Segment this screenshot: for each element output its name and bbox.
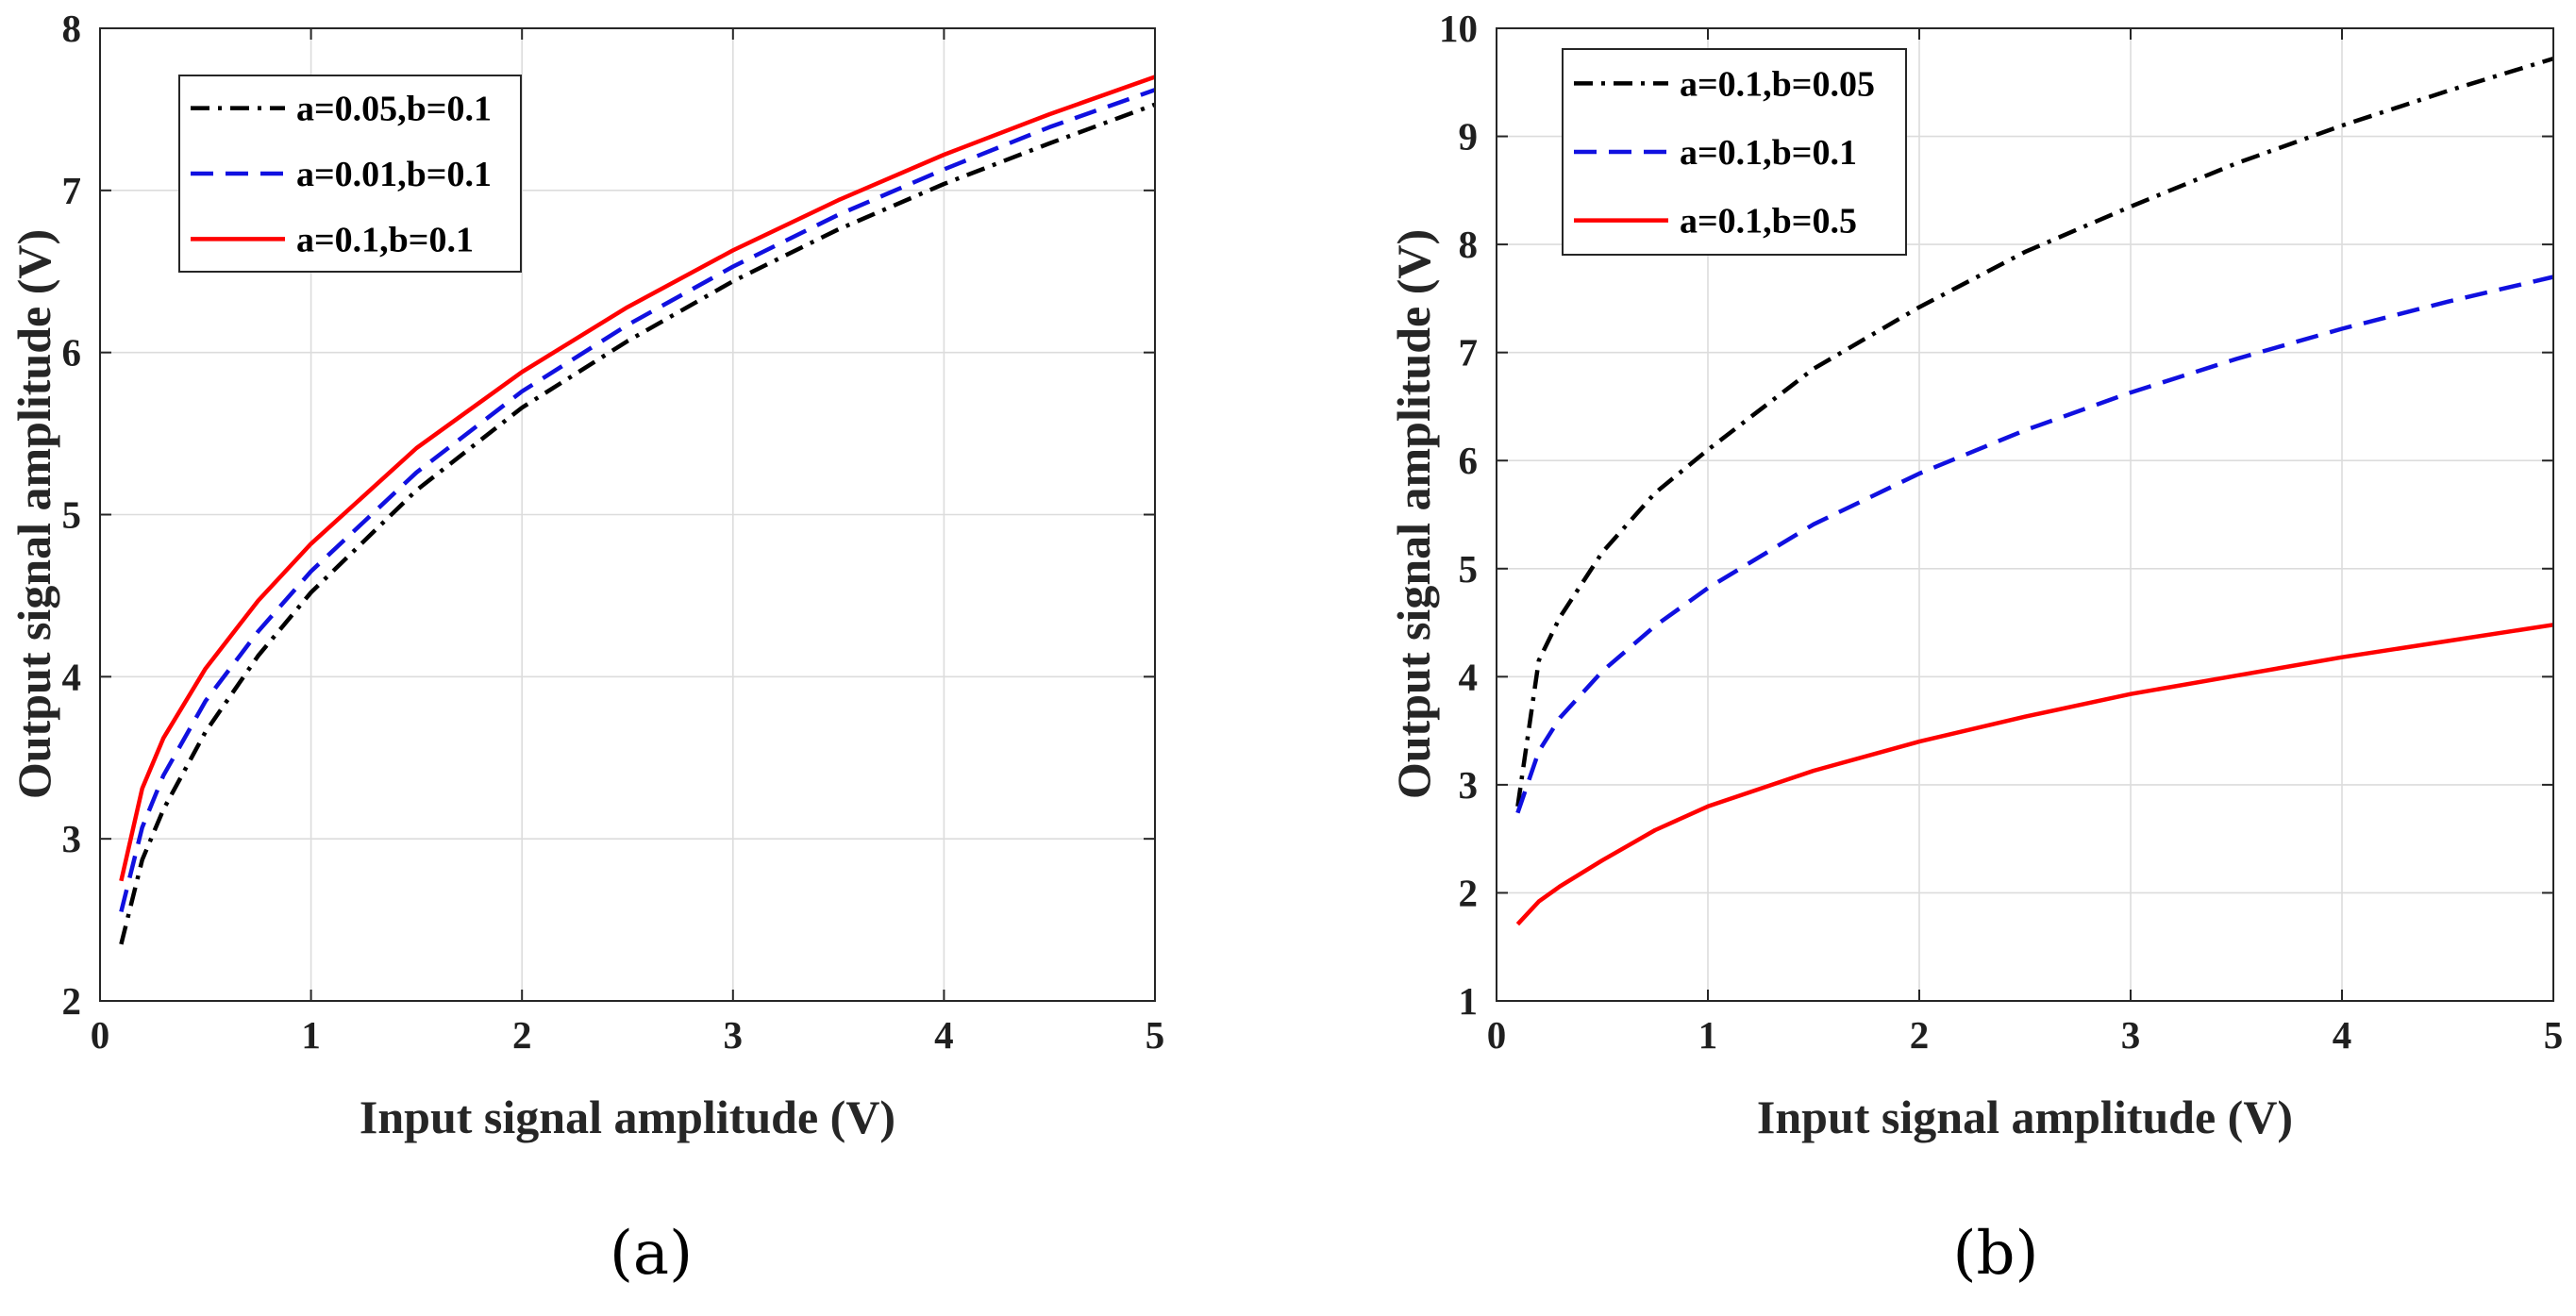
x-tick-label: 2: [512, 1013, 532, 1057]
x-tick-label: 4: [934, 1013, 954, 1057]
legend-label: a=0.1,b=0.1: [1680, 133, 1857, 173]
y-tick-label: 4: [1459, 655, 1479, 698]
y-tick-label: 6: [1459, 439, 1479, 482]
x-tick-label: 4: [2333, 1013, 2352, 1057]
x-axis-label: Input signal amplitude (V): [1757, 1091, 2293, 1143]
series-line-2: [1515, 275, 2554, 814]
y-tick-label: 9: [1459, 115, 1479, 158]
x-tick-label: 1: [301, 1013, 321, 1057]
y-axis-label: Output signal amplitude (V): [8, 229, 60, 799]
y-tick-label: 1: [1459, 979, 1479, 1023]
legend: a=0.05,b=0.1 a=0.01,b=0.1 a=0.1,b=0.1: [178, 75, 522, 273]
y-axis-label: Output signal amplitude (V): [1387, 229, 1440, 799]
legend: a=0.1,b=0.05 a=0.1,b=0.1 a=0.1,b=0.5: [1562, 48, 1907, 256]
y-tick-label: 8: [62, 7, 82, 50]
x-tick-label: 3: [724, 1013, 744, 1057]
x-tick-label: 5: [2544, 1013, 2564, 1057]
x-tick-label: 5: [1146, 1013, 1165, 1057]
chart-panel-a: 0 1 2 3 4 52345678a=0.05,b=0.1a=0.01,b=0.1a=0…: [8, 7, 1164, 1289]
series-line-2: [119, 88, 1156, 913]
y-tick-label: 3: [1459, 763, 1479, 807]
legend-label: a=0.05,b=0.1: [296, 90, 492, 129]
y-tick-label: 6: [62, 331, 82, 375]
x-axis-label: Input signal amplitude (V): [360, 1091, 895, 1143]
y-tick-label: 3: [62, 817, 82, 860]
y-tick-label: 2: [1459, 871, 1479, 914]
axes-frame: [1496, 27, 2554, 1002]
x-tick-label: 0: [91, 1013, 110, 1057]
series-line-1: [1515, 56, 2554, 808]
axes-frame: [99, 27, 1156, 1002]
y-tick-label: 4: [62, 655, 82, 698]
y-tick-label: 5: [62, 493, 82, 537]
panel-label: (b): [1953, 1219, 2039, 1289]
chart-panel-b: 0 1 2 3 4 512345678910a=0.1,b=0.05a=0.1,b=0.1…: [1387, 7, 2563, 1289]
legend-label: a=0.1,b=0.5: [1680, 202, 1857, 242]
y-tick-label: 5: [1459, 547, 1479, 591]
x-tick-label: 3: [2121, 1013, 2141, 1057]
series-line-3: [1515, 623, 2554, 926]
legend-label: a=0.1,b=0.05: [1680, 64, 1875, 104]
legend-label: a=0.1,b=0.1: [296, 220, 474, 259]
x-tick-label: 1: [1698, 1013, 1718, 1057]
y-tick-label: 7: [62, 169, 82, 212]
series-line-3: [119, 75, 1156, 882]
x-tick-label: 2: [1910, 1013, 1930, 1057]
legend-label: a=0.01,b=0.1: [296, 155, 492, 194]
y-tick-label: 7: [1459, 331, 1479, 375]
y-tick-label: 2: [62, 979, 82, 1023]
panel-label: (a): [610, 1219, 693, 1289]
x-tick-label: 0: [1487, 1013, 1507, 1057]
y-tick-label: 10: [1439, 7, 1478, 50]
y-tick-label: 8: [1459, 223, 1479, 266]
